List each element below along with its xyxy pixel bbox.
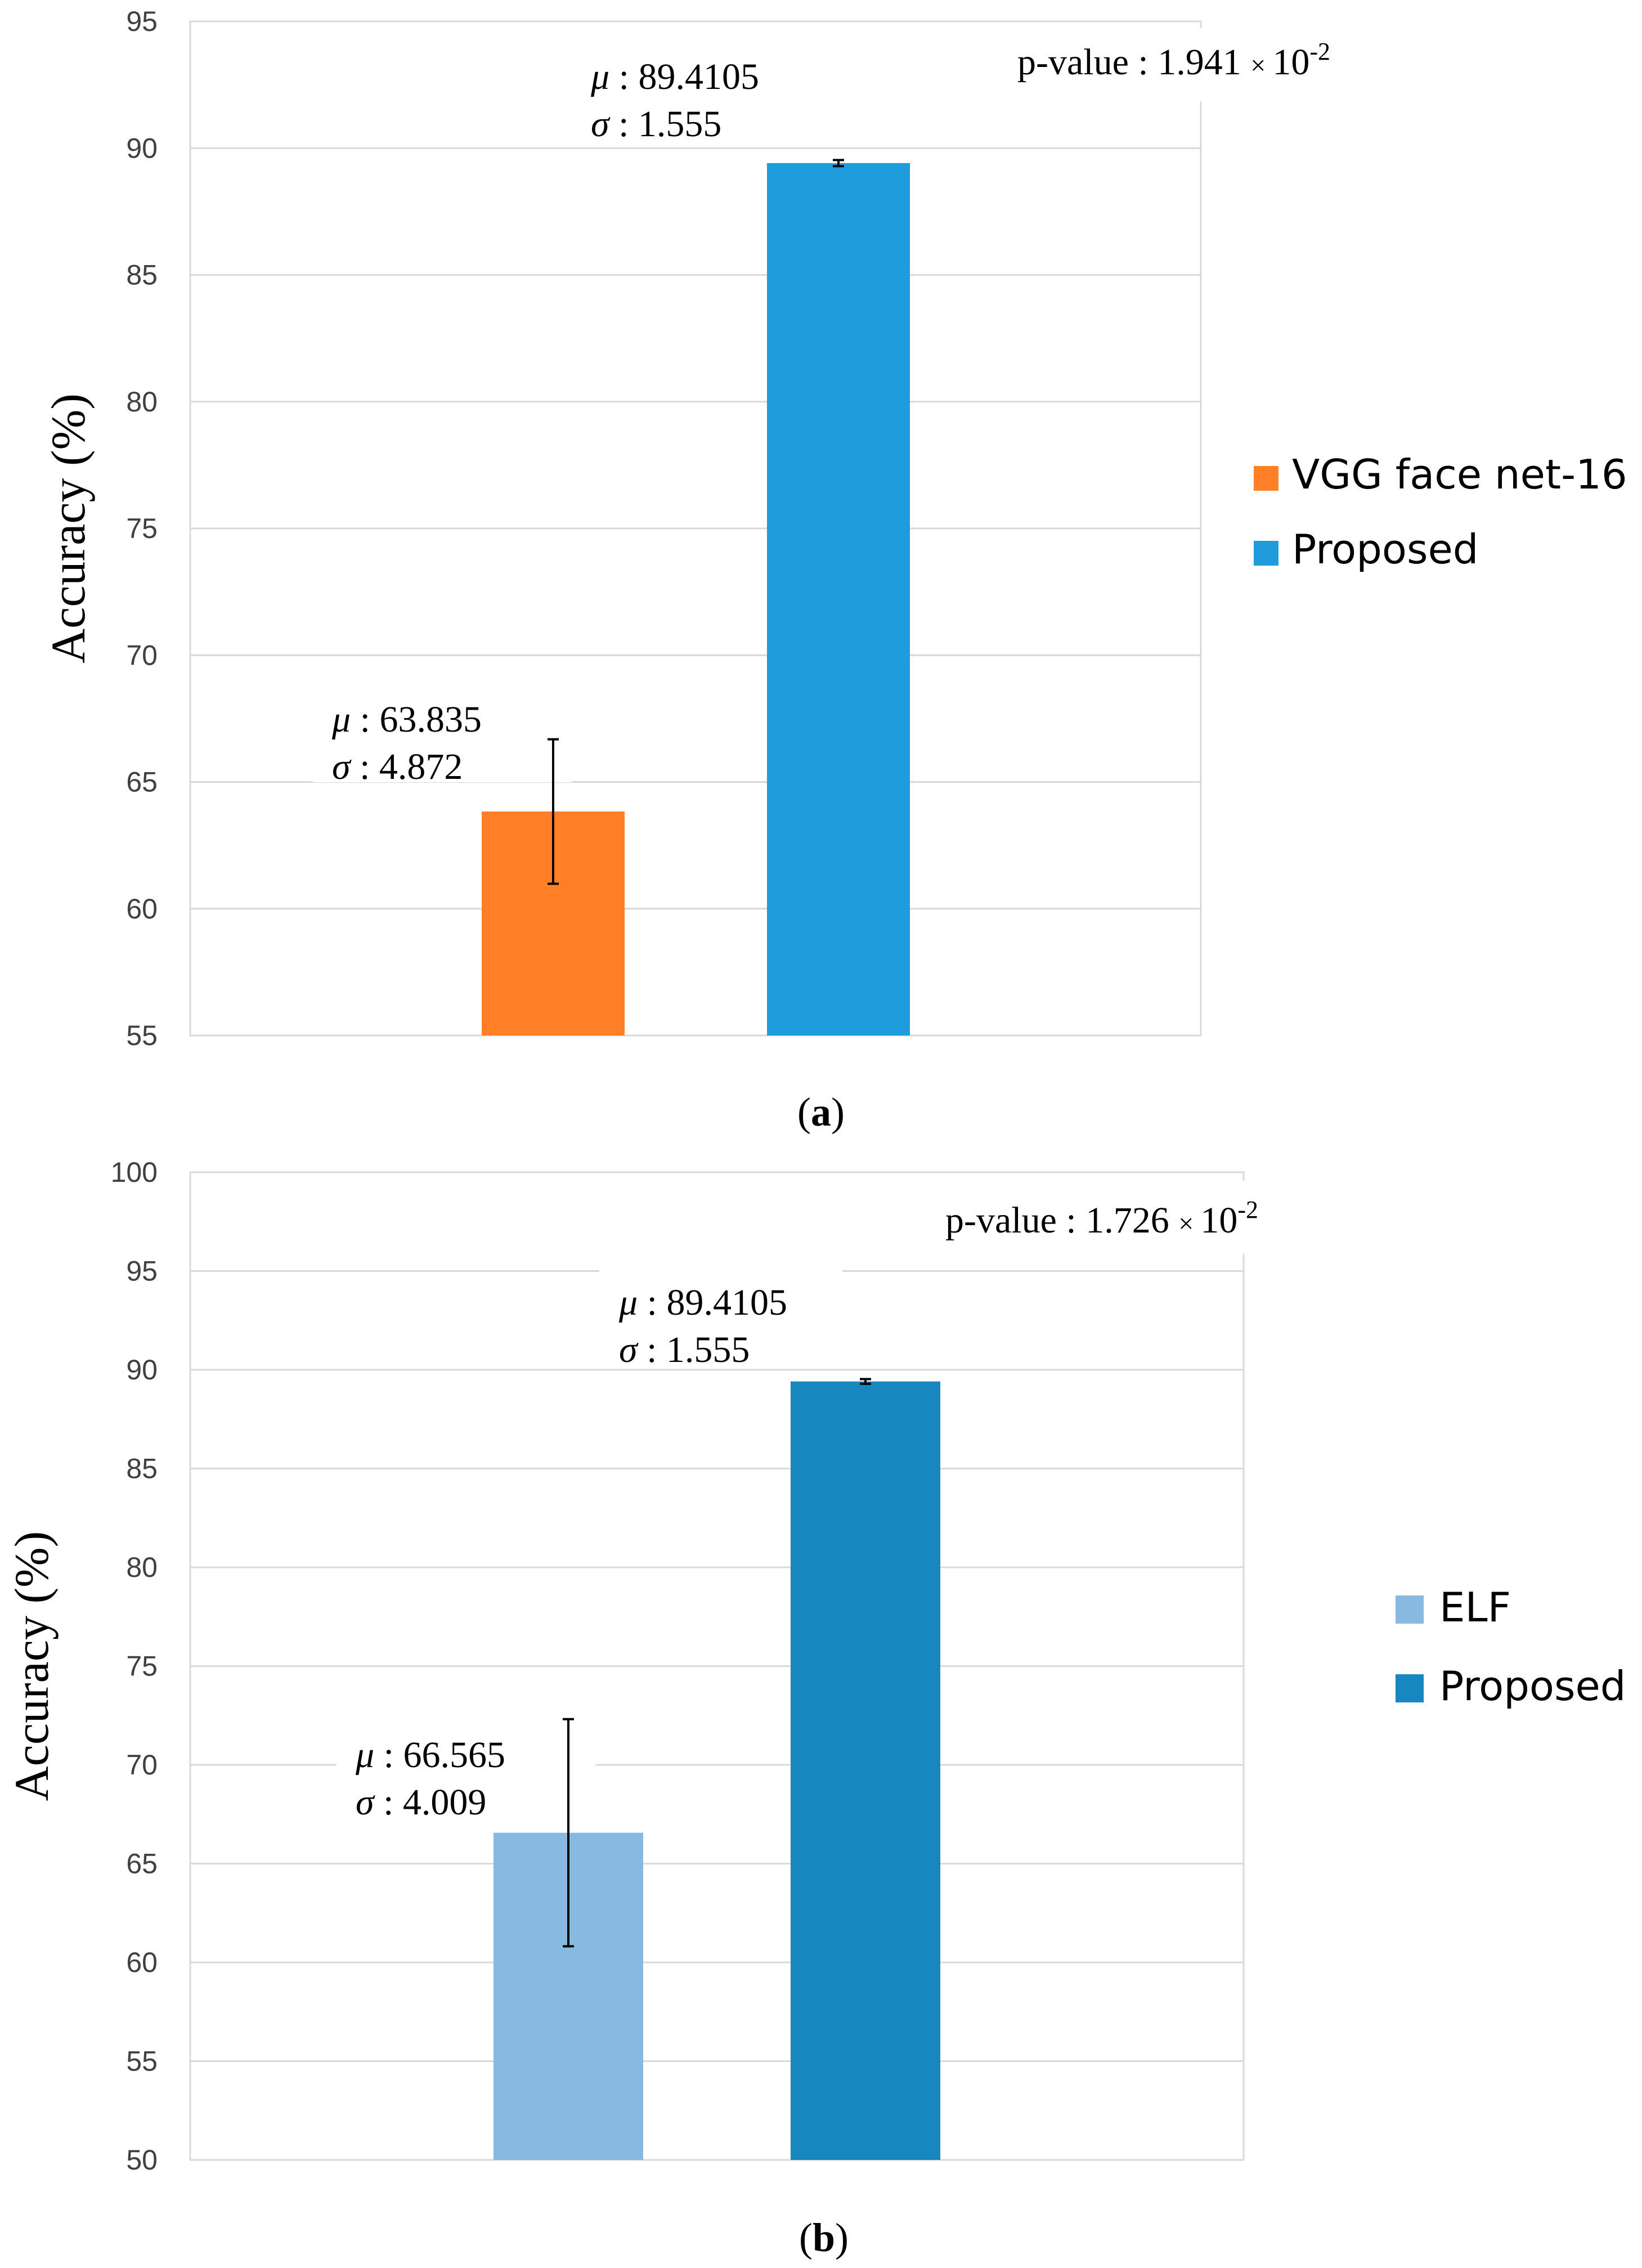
sigma-label: σ : 4.009 (356, 1782, 486, 1823)
annotation-box (313, 698, 572, 782)
p-value-label: p-value : 1.726 × 10-2 (945, 1196, 1258, 1241)
legend-label: Proposed (1292, 526, 1479, 573)
y-axis-label: Accuracy (%) (41, 393, 95, 664)
y-tick-label: 75 (126, 1651, 158, 1682)
p-value-label: p-value : 1.941 × 10-2 (1017, 38, 1330, 83)
y-tick-label: 80 (126, 386, 158, 418)
annotation-box (337, 1711, 595, 1818)
p-value-box (990, 28, 1407, 101)
legend-label: Proposed (1439, 1662, 1626, 1710)
y-tick-label: 90 (126, 1354, 158, 1386)
y-tick-label: 95 (126, 1256, 158, 1287)
y-tick-label: 50 (126, 2144, 158, 2176)
y-tick-label: 80 (126, 1552, 158, 1583)
y-tick-label: 65 (126, 1848, 158, 1880)
legend-label: ELF (1439, 1584, 1511, 1631)
y-tick-label: 60 (126, 1947, 158, 1978)
y-tick-label: 75 (126, 513, 158, 544)
bar (791, 1381, 940, 2160)
y-axis-label: Accuracy (%) (5, 1531, 59, 1801)
annotation-box (574, 51, 838, 146)
y-tick-label: 55 (126, 2046, 158, 2077)
y-tick-label: 85 (126, 1453, 158, 1485)
y-tick-label: 60 (126, 893, 158, 925)
mean-label: μ : 89.4105 (590, 56, 759, 97)
legend-swatch (1396, 1595, 1424, 1624)
bar (767, 163, 910, 1036)
y-tick-label: 70 (126, 1749, 158, 1781)
mean-label: μ : 89.4105 (618, 1282, 787, 1323)
mean-label: μ : 66.565 (355, 1734, 505, 1776)
legend-swatch (1254, 541, 1278, 566)
legend-label: VGG face net-16 (1292, 451, 1627, 498)
panel-caption: (b) (799, 2215, 849, 2260)
chart-panel-b: 50 55 60 65 70 75 80 85 90 95 100 μ : 66.565 σ : 4.0… (5, 1157, 1626, 2260)
chart-panel-a: 55 60 65 70 75 80 85 90 95 μ : 63.835 σ : 4.872 VGG… (41, 6, 1627, 1135)
sigma-label: σ : 1.555 (591, 104, 721, 145)
panel-caption: (a) (797, 1090, 845, 1135)
legend-swatch (1254, 466, 1278, 491)
y-tick-label: 95 (126, 6, 158, 37)
p-value-box (923, 1181, 1367, 1254)
annotation-box (599, 1266, 842, 1362)
mean-label: μ : 63.835 (331, 699, 482, 740)
y-tick-label: 65 (126, 767, 158, 798)
legend-swatch (1396, 1674, 1424, 1702)
y-tick-label: 55 (126, 1020, 158, 1051)
sigma-label: σ : 4.872 (332, 746, 463, 787)
y-tick-label: 70 (126, 639, 158, 671)
sigma-label: σ : 1.555 (619, 1329, 750, 1370)
y-tick-label: 100 (111, 1157, 158, 1188)
y-tick-label: 85 (126, 259, 158, 291)
y-tick-label: 90 (126, 132, 158, 164)
